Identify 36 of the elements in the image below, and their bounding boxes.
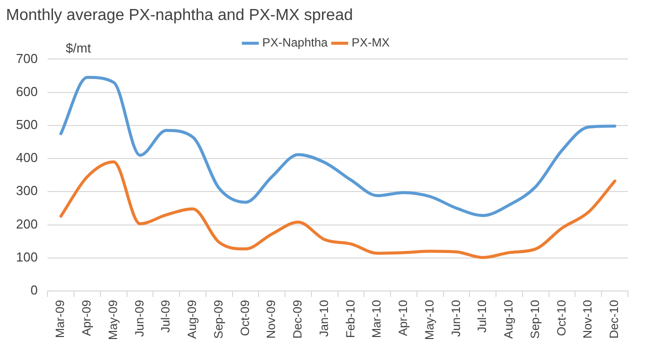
x-tick-label: May-10: [422, 300, 436, 340]
x-tick-label: Apr-09: [80, 300, 94, 336]
y-tick-label: 0: [30, 282, 38, 298]
x-tick-label: Jan-10: [316, 300, 331, 337]
x-tick-label: Mar-10: [370, 300, 384, 338]
x-tick-label: Oct-10: [554, 300, 568, 336]
x-tick-label: Jun-09: [132, 300, 146, 337]
x-tick-label: Aug-10: [502, 300, 516, 339]
y-tick-label: 700: [16, 50, 38, 66]
y-tick-label: 500: [16, 117, 38, 132]
y-tick-label: 600: [16, 84, 38, 99]
x-tick-label: Dec-10: [607, 300, 622, 339]
line-series: [59, 160, 616, 260]
x-tick-label: Apr-10: [396, 300, 410, 336]
x-tick-label: Jun-10: [448, 300, 463, 337]
legend-label: PX-MX: [352, 36, 390, 50]
y-tick-label: 100: [16, 249, 38, 264]
y-axis-title: $/mt: [66, 40, 92, 56]
x-tick-label: Mar-09: [53, 300, 68, 338]
line-series: [59, 76, 616, 217]
x-tick-label: Aug-09: [185, 300, 200, 339]
y-tick-label: 200: [16, 216, 38, 232]
x-tick-label: Jul-10: [475, 300, 490, 333]
x-tick-label: Jul-09: [158, 300, 173, 333]
x-tick-label: Nov-10: [580, 300, 595, 339]
x-tick-label: Dec-09: [290, 300, 305, 339]
legend-label: PX-Naphtha: [262, 36, 328, 50]
x-tick-label: Feb-10: [343, 300, 358, 338]
x-tick-label: Nov-09: [264, 300, 278, 339]
x-tick-label: Oct-09: [238, 300, 252, 336]
y-tick-label: 400: [16, 150, 38, 166]
x-tick-label: Sep-09: [211, 300, 226, 339]
y-tick-label: 300: [16, 183, 38, 198]
x-tick-label: Sep-10: [528, 300, 542, 339]
chart-title: Monthly average PX-naphtha and PX-MX spread: [6, 7, 353, 24]
x-tick-label: May-09: [106, 300, 120, 340]
